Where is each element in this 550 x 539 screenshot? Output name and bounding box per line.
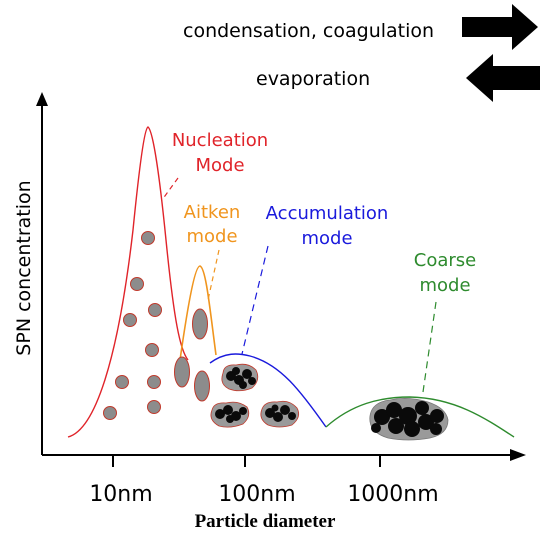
x-tick-label-100nm: 100nm	[218, 482, 295, 507]
y-axis-arrowhead	[36, 92, 48, 106]
y-axis-label: SPN concentration	[13, 180, 35, 355]
condensation-coagulation-label: condensation, coagulation	[183, 20, 434, 42]
coarse-particle	[369, 398, 449, 441]
aitken-mode-label-line1: Aitken	[184, 202, 241, 223]
nucleation-mode-pointer	[161, 177, 179, 201]
accumulation-mode-pointer	[241, 245, 269, 355]
aitken-mode-label-line2: mode	[186, 226, 237, 247]
particle	[192, 308, 208, 340]
particle	[147, 400, 161, 414]
accumulation-mode-label-line2: mode	[301, 228, 352, 249]
particle	[194, 370, 210, 402]
particle	[130, 277, 144, 291]
particle	[115, 375, 129, 389]
coarse-mode-label-line2: mode	[419, 275, 470, 296]
accumulation-mode-label-line1: Accumulation	[266, 203, 389, 224]
soot-agglomerate	[210, 401, 250, 428]
nucleation-particles	[103, 231, 162, 420]
particle	[147, 375, 161, 389]
arrow-right-icon	[462, 4, 538, 50]
particle	[174, 356, 190, 388]
nucleation-mode-label-line1: Nucleation	[172, 130, 268, 151]
particle	[141, 231, 155, 245]
accumulation-particles	[210, 363, 300, 428]
particle	[103, 406, 117, 420]
arrow-left-icon	[466, 54, 540, 102]
x-tick-label-10nm: 10nm	[89, 482, 152, 507]
particle	[148, 303, 162, 317]
soot-agglomerate	[221, 363, 259, 392]
aitken-particles	[174, 308, 210, 402]
x-axis-arrowhead	[510, 449, 526, 461]
coarse-mode-curve	[325, 396, 515, 438]
x-axis-label: Particle diameter	[195, 511, 336, 532]
x-tick-label-1000nm: 1000nm	[347, 482, 438, 507]
accumulation-mode-curve	[209, 353, 327, 428]
soot-agglomerate	[260, 400, 300, 428]
nucleation-mode-label-line2: Mode	[195, 155, 244, 176]
aitken-mode-curve	[179, 265, 217, 361]
particle	[123, 313, 137, 327]
coarse-mode-pointer	[422, 301, 437, 393]
nucleation-mode-curve	[67, 126, 189, 438]
evaporation-label: evaporation	[256, 68, 370, 90]
coarse-mode-label-line1: Coarse	[414, 250, 476, 271]
aitken-mode-pointer	[207, 249, 220, 301]
particle	[145, 343, 159, 357]
